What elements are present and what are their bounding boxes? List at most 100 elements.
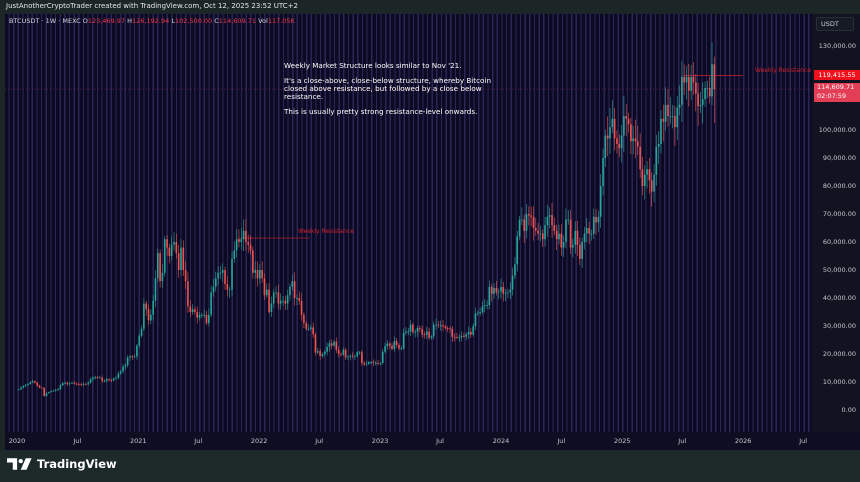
symbol-label[interactable]: BTCUSDT · 1W · MEXC (9, 17, 81, 25)
candle-body (259, 270, 261, 279)
candle-body (38, 385, 41, 388)
candle-body (681, 76, 683, 105)
time-tick: Jul (557, 437, 566, 445)
candle-body (528, 214, 530, 216)
candle-body (210, 292, 212, 315)
candle-body (683, 76, 686, 83)
candle-body (92, 377, 94, 380)
candle-body (147, 309, 150, 321)
candle-body (59, 385, 62, 389)
candle-body (456, 337, 458, 338)
candle-body (451, 328, 454, 337)
candle-body (486, 305, 488, 306)
candle-body (562, 242, 565, 248)
time-axis[interactable] (5, 432, 860, 450)
candle-body (453, 336, 456, 338)
candle-body (476, 313, 479, 314)
candle-body (444, 326, 447, 328)
candle-body (265, 289, 268, 296)
candle-body (163, 239, 166, 273)
candle-body (358, 352, 361, 354)
candle-body (333, 341, 335, 346)
candle-body (685, 76, 688, 83)
candle-body (99, 377, 101, 379)
candle-body (555, 230, 558, 240)
time-tick: 2025 (613, 437, 631, 445)
candle-body (43, 387, 45, 396)
candle-body (483, 305, 486, 307)
candle-body (472, 326, 474, 335)
candle-body (161, 272, 164, 282)
current-price-label: 114,609.71 02:07:59 (814, 83, 860, 102)
low-label: L (171, 17, 175, 25)
candle-body (124, 365, 127, 367)
candle-body (312, 327, 314, 335)
chart-title: JustAnotherCryptoTrader created with Tra… (6, 2, 298, 10)
candle-body (643, 174, 646, 186)
price-tick: 60,000.00 (822, 238, 856, 246)
candle-body (340, 354, 342, 355)
candle-body (713, 64, 716, 90)
candle-body (428, 331, 430, 338)
time-tick: Jul (315, 437, 324, 445)
candle-body (430, 336, 433, 338)
candle-body (363, 362, 365, 365)
price-tick: 100,000.00 (818, 126, 856, 134)
candle-body (256, 270, 259, 279)
resistance-price-label: 119,415.55 (814, 70, 860, 80)
candle-body (534, 228, 537, 231)
candle-body (103, 380, 106, 382)
candle-body (539, 233, 542, 235)
candle-body (249, 244, 252, 251)
candle-body (196, 312, 199, 318)
price-tick: 20,000.00 (822, 350, 856, 358)
candle-body (68, 383, 71, 385)
candle-body (374, 362, 377, 364)
candle-body (525, 214, 528, 231)
chart-pane[interactable] (5, 14, 812, 432)
candle-body (414, 331, 417, 333)
candle-body (284, 300, 287, 304)
candle-body (24, 385, 27, 386)
candle-body (511, 275, 514, 290)
price-tick: 40,000.00 (822, 294, 856, 302)
candle-body (613, 118, 616, 139)
candle-body (245, 230, 247, 242)
candle-body (182, 247, 185, 270)
candle-body (532, 216, 535, 228)
candle-body (521, 219, 523, 221)
candle-body (664, 104, 667, 122)
candle-body (458, 337, 461, 338)
time-tick: 2020 (8, 437, 26, 445)
candle-body (488, 286, 491, 305)
candle-body (286, 295, 289, 304)
candle-body (27, 383, 29, 386)
candle-body (344, 349, 347, 358)
candle-body (57, 389, 59, 391)
candle-body (201, 314, 203, 316)
candle-body (61, 383, 64, 386)
candle-body (214, 278, 217, 287)
candle-body (625, 116, 628, 119)
candle-body (112, 378, 115, 381)
candle-body (653, 174, 655, 192)
candle-body (277, 292, 280, 304)
candle-body (597, 216, 600, 223)
candle-body (170, 244, 173, 256)
candle-body (96, 376, 99, 378)
candle-body (583, 233, 586, 242)
candle-body (71, 382, 73, 384)
candle-body (463, 335, 465, 337)
currency-button[interactable]: USDT (816, 17, 854, 31)
candle-body (548, 215, 551, 217)
candle-body (616, 138, 618, 144)
candle-body (495, 287, 498, 293)
time-tick: Jul (799, 437, 808, 445)
candle-body (87, 382, 90, 385)
candle-body (460, 335, 463, 338)
candle-body (558, 233, 560, 240)
tradingview-logo[interactable]: TradingView (7, 457, 117, 471)
candle-body (275, 292, 277, 294)
candle-body (252, 250, 254, 273)
candle-body (189, 306, 192, 312)
